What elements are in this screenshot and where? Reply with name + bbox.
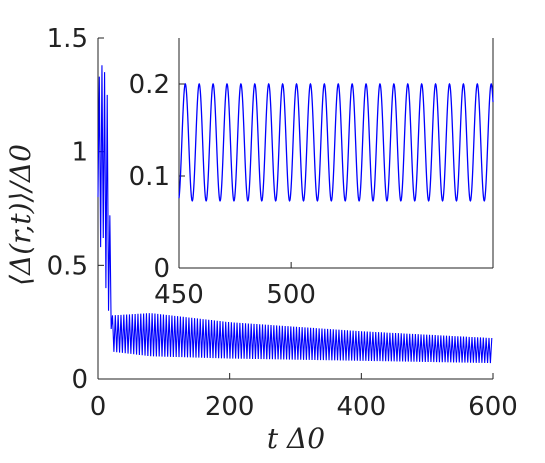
main-x-tick-label: 200 [205,392,255,422]
main-x-ticks: 0 200 400 600 [90,373,518,422]
main-y-ticks: 0 0.5 1 1.5 [47,24,104,395]
inset-y-tick-label: 0.1 [129,162,170,192]
main-y-tick-label: 0.5 [47,251,88,281]
inset-x-tick-label: 450 [154,280,204,310]
x-axis-label: t Δ0 [267,422,325,455]
main-y-tick-label: 1 [71,138,88,168]
main-x-tick-label: 600 [468,392,518,422]
inset-y-tick-label: 0 [153,254,170,284]
main-x-tick-label: 400 [337,392,387,422]
inset-x-ticks: 450 500 [154,262,316,310]
main-y-tick-label: 0 [71,365,88,395]
y-axis-label: ⟨Δ(r,t)⟩/Δ0 [4,144,37,286]
inset-y-tick-label: 0.2 [129,70,170,100]
inset-x-tick-label: 500 [266,280,316,310]
inset-series-line [178,82,494,202]
main-y-tick-label: 1.5 [47,24,88,54]
inset-y-ticks: 0 0.1 0.2 [129,70,185,284]
main-x-tick-label: 0 [90,392,107,422]
main-series-line [97,65,493,364]
